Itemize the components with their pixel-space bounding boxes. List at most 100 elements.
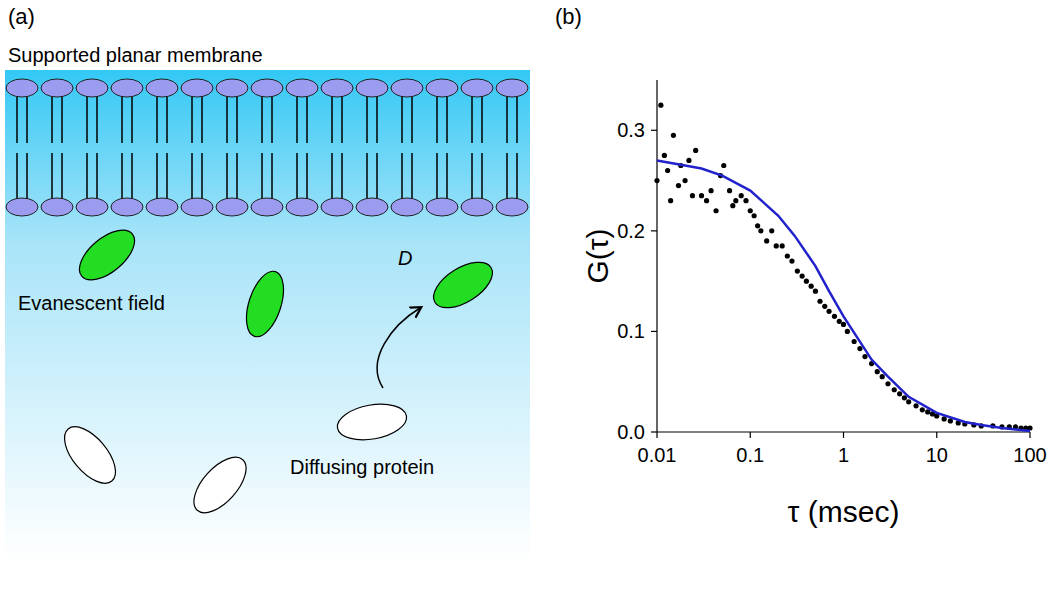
lipid-tail bbox=[376, 96, 378, 143]
data-point bbox=[837, 319, 842, 324]
lipid-tail bbox=[436, 96, 438, 143]
lipid-head bbox=[41, 79, 73, 97]
y-axis bbox=[656, 80, 657, 432]
membrane bbox=[6, 79, 528, 216]
lipid-tail bbox=[131, 96, 133, 143]
lipid-head bbox=[41, 198, 73, 216]
lipid-tail bbox=[516, 96, 518, 143]
data-point bbox=[693, 148, 698, 153]
data-point bbox=[774, 243, 779, 248]
lipid-tail bbox=[306, 96, 308, 143]
lipid-tail bbox=[166, 96, 168, 143]
panel-label: (a) bbox=[8, 4, 35, 29]
data-point bbox=[752, 213, 757, 218]
lipid-tail bbox=[51, 96, 53, 143]
lipid-head bbox=[286, 198, 318, 216]
lipid-head bbox=[216, 198, 248, 216]
lipid-tail bbox=[446, 153, 448, 199]
lipid-tail bbox=[506, 153, 508, 199]
data-point bbox=[885, 381, 890, 386]
y-axis-label: G(τ) bbox=[581, 228, 614, 283]
y-tick bbox=[651, 130, 657, 131]
lipid-tail bbox=[226, 96, 228, 143]
lipid-head bbox=[356, 198, 388, 216]
x-tick bbox=[750, 432, 751, 438]
data-point bbox=[841, 322, 846, 327]
lipid-tail bbox=[296, 153, 298, 199]
lipid-head bbox=[216, 79, 248, 97]
lipid-head bbox=[76, 79, 108, 97]
y-tick-label: 0.2 bbox=[617, 220, 645, 242]
lipid-tail bbox=[341, 96, 343, 143]
lipid-tail bbox=[506, 96, 508, 143]
lipid-tail bbox=[366, 96, 368, 143]
data-point bbox=[809, 284, 814, 289]
lipid-head bbox=[181, 198, 213, 216]
lipid-head bbox=[111, 198, 143, 216]
lipid-head bbox=[391, 198, 423, 216]
lipid-tail bbox=[16, 96, 18, 143]
data-point bbox=[813, 289, 818, 294]
lipid-tail bbox=[236, 153, 238, 199]
lipid-tail bbox=[156, 96, 158, 143]
lipid-head bbox=[496, 198, 528, 216]
x-tick-label: 0.1 bbox=[736, 444, 764, 466]
lipid-tail bbox=[261, 153, 263, 199]
excited-protein bbox=[239, 267, 290, 342]
diffusion-arrow bbox=[377, 308, 420, 388]
data-point bbox=[780, 243, 785, 248]
lipid-head bbox=[251, 198, 283, 216]
data-point bbox=[795, 268, 800, 273]
lipid-tail bbox=[51, 153, 53, 199]
x-tick bbox=[1029, 432, 1030, 438]
lipid-tail bbox=[401, 153, 403, 199]
lipid-tail bbox=[96, 96, 98, 143]
lipid-tail bbox=[306, 153, 308, 199]
y-tick-label: 0.1 bbox=[617, 320, 645, 342]
x-axis-label: τ (msec) bbox=[788, 495, 900, 528]
x-tick-label: 0.01 bbox=[638, 444, 677, 466]
data-point bbox=[880, 374, 885, 379]
lipid-head bbox=[356, 79, 388, 97]
lipid-tail bbox=[516, 153, 518, 199]
data-point bbox=[733, 198, 738, 203]
lipid-head bbox=[6, 79, 38, 97]
lipid-head bbox=[391, 79, 423, 97]
lipid-head bbox=[146, 198, 178, 216]
data-point bbox=[817, 299, 822, 304]
unlabeled-protein bbox=[185, 448, 256, 521]
data-point bbox=[913, 403, 918, 408]
data-point bbox=[832, 314, 837, 319]
data-point bbox=[785, 253, 790, 258]
solution-background bbox=[5, 70, 530, 560]
x-tick bbox=[936, 432, 937, 438]
data-point bbox=[822, 304, 827, 309]
lipid-head bbox=[496, 79, 528, 97]
data-point bbox=[875, 369, 880, 374]
lipid-tail bbox=[446, 96, 448, 143]
lipid-tail bbox=[156, 153, 158, 199]
excited-protein bbox=[71, 221, 143, 289]
unlabeled-protein bbox=[55, 418, 125, 492]
lipid-tail bbox=[86, 96, 88, 143]
data-point bbox=[654, 178, 659, 183]
lipid-tail bbox=[191, 96, 193, 143]
data-point bbox=[708, 188, 713, 193]
data-point bbox=[713, 208, 718, 213]
lipid-tail bbox=[26, 96, 28, 143]
field-label: Evanescent field bbox=[18, 292, 165, 314]
lipid-tail bbox=[481, 153, 483, 199]
lipid-head bbox=[181, 79, 213, 97]
y-tick-label: 0.3 bbox=[617, 119, 645, 141]
lipid-tail bbox=[261, 96, 263, 143]
data-point bbox=[758, 228, 763, 233]
data-point bbox=[804, 279, 809, 284]
lipid-tail bbox=[331, 96, 333, 143]
lipid-tail bbox=[436, 153, 438, 199]
lipid-tail bbox=[86, 153, 88, 199]
lipid-tail bbox=[131, 153, 133, 199]
y-tick-label: 0.0 bbox=[617, 421, 645, 443]
plot-area bbox=[654, 103, 1032, 431]
lipid-tail bbox=[296, 96, 298, 143]
lipid-tail bbox=[61, 153, 63, 199]
